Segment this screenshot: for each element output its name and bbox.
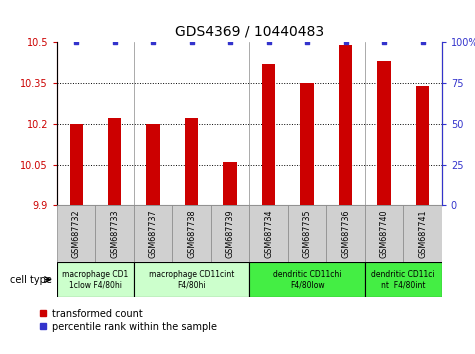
Point — [380, 40, 388, 45]
Point — [72, 40, 80, 45]
Text: cell type: cell type — [10, 275, 51, 285]
Bar — [211, 205, 249, 262]
Point — [265, 40, 272, 45]
Bar — [185, 119, 199, 205]
Text: GSM687741: GSM687741 — [418, 209, 427, 258]
Bar — [416, 86, 429, 205]
Text: GSM687736: GSM687736 — [341, 209, 350, 258]
Text: GSM687737: GSM687737 — [149, 209, 158, 258]
Text: macrophage CD11cint
F4/80hi: macrophage CD11cint F4/80hi — [149, 270, 234, 289]
Bar — [134, 262, 249, 297]
Text: GSM687734: GSM687734 — [264, 209, 273, 258]
Bar — [249, 262, 365, 297]
Point — [149, 40, 157, 45]
Bar — [146, 124, 160, 205]
Bar — [69, 124, 83, 205]
Bar — [339, 45, 352, 205]
Bar — [365, 205, 403, 262]
Point — [111, 40, 118, 45]
Bar — [288, 205, 326, 262]
Bar — [57, 262, 134, 297]
Bar — [108, 119, 122, 205]
Bar — [223, 162, 237, 205]
Text: GSM687740: GSM687740 — [380, 209, 389, 258]
Point — [226, 40, 234, 45]
Title: GDS4369 / 10440483: GDS4369 / 10440483 — [175, 24, 324, 39]
Legend: transformed count, percentile rank within the sample: transformed count, percentile rank withi… — [38, 309, 217, 332]
Text: GSM687732: GSM687732 — [72, 209, 81, 258]
Text: dendritic CD11ci
nt  F4/80int: dendritic CD11ci nt F4/80int — [371, 270, 435, 289]
Point — [303, 40, 311, 45]
Bar — [172, 205, 211, 262]
Text: GSM687735: GSM687735 — [303, 209, 312, 258]
Point — [342, 40, 349, 45]
Text: dendritic CD11chi
F4/80low: dendritic CD11chi F4/80low — [273, 270, 342, 289]
Bar — [95, 205, 134, 262]
Point — [419, 40, 427, 45]
Bar — [365, 262, 442, 297]
Bar — [134, 205, 172, 262]
Text: GSM687733: GSM687733 — [110, 209, 119, 258]
Bar — [262, 64, 276, 205]
Bar — [249, 205, 288, 262]
Point — [188, 40, 195, 45]
Text: GSM687738: GSM687738 — [187, 209, 196, 258]
Text: GSM687739: GSM687739 — [226, 209, 235, 258]
Bar — [377, 62, 391, 205]
Bar — [326, 205, 365, 262]
Text: macrophage CD1
1clow F4/80hi: macrophage CD1 1clow F4/80hi — [62, 270, 129, 289]
Bar — [300, 83, 314, 205]
Bar — [57, 205, 95, 262]
Bar — [403, 205, 442, 262]
